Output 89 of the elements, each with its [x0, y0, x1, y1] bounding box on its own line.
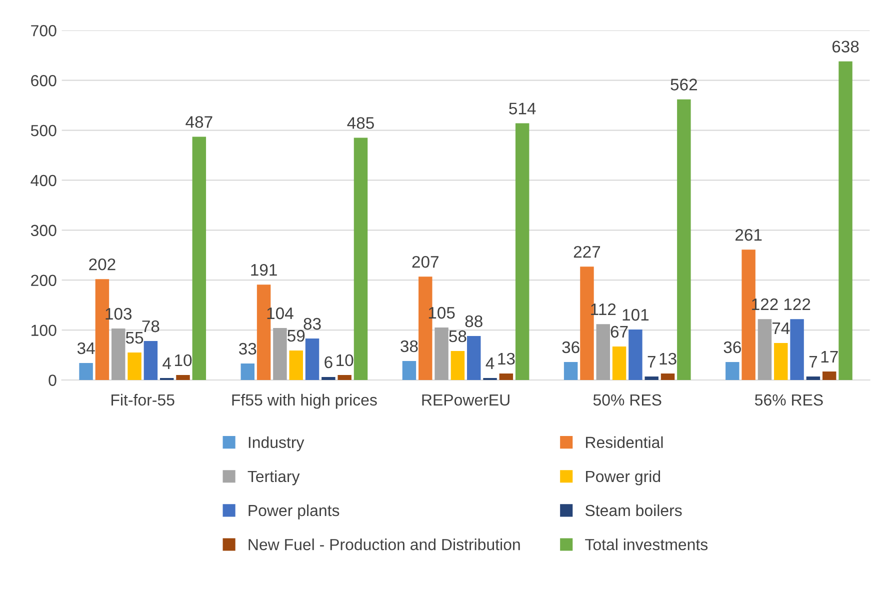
y-tick-label: 300	[30, 224, 56, 236]
data-label: 67	[610, 326, 628, 338]
y-tick-label: 400	[30, 174, 56, 186]
bar	[450, 351, 465, 380]
bar	[677, 99, 691, 380]
bar	[144, 341, 158, 380]
bar	[515, 123, 530, 380]
bar	[612, 346, 626, 380]
legend-label: Tertiary	[248, 470, 300, 486]
bar	[176, 375, 190, 380]
y-tick-label: 200	[31, 274, 56, 286]
data-label: 36	[562, 341, 580, 354]
data-label: 36	[724, 341, 741, 354]
bar	[240, 364, 255, 380]
bar	[402, 361, 416, 380]
data-label: 4	[162, 358, 171, 369]
bar	[838, 61, 852, 380]
bar	[322, 377, 336, 380]
y-tick-label: 700	[31, 25, 56, 36]
data-label: 7	[648, 356, 656, 368]
legend-label: Power grid	[586, 470, 660, 486]
data-label: 227	[574, 246, 600, 258]
data-label: 261	[736, 228, 762, 241]
x-tick-label: Fit-for-55	[112, 394, 174, 406]
data-label: 122	[784, 298, 810, 310]
data-label: 10	[175, 354, 192, 366]
bar	[499, 374, 514, 380]
bar	[790, 319, 804, 380]
x-tick-label: 56% RES	[754, 394, 823, 406]
data-label: 88	[465, 315, 482, 328]
data-label: 191	[251, 264, 277, 276]
data-label: 487	[186, 116, 212, 128]
data-label: 74	[772, 322, 790, 334]
data-label: 7	[809, 356, 817, 368]
bar	[192, 136, 206, 380]
bar	[660, 374, 675, 380]
bar	[564, 362, 578, 380]
bar	[305, 338, 320, 380]
data-label: 13	[498, 352, 515, 365]
y-tick-label: 500	[30, 124, 56, 136]
data-label: 101	[622, 308, 649, 321]
bar	[822, 372, 836, 380]
bar	[79, 363, 93, 380]
data-label: 638	[832, 40, 859, 53]
bar	[726, 362, 740, 380]
bar	[628, 330, 642, 380]
bar	[774, 343, 788, 380]
y-tick-label: 600	[31, 74, 56, 86]
x-tick-label: Ff55 with high prices	[232, 394, 377, 409]
data-label: 83	[304, 318, 321, 330]
bar	[644, 376, 658, 380]
y-tick-label: 100	[32, 324, 56, 336]
bar	[806, 376, 820, 380]
data-label: 485	[347, 117, 374, 129]
bar	[596, 324, 610, 380]
data-label: 55	[126, 332, 144, 344]
bar	[128, 352, 142, 380]
legend-label: Residential	[586, 436, 663, 448]
y-tick-label: 0	[48, 374, 56, 386]
bar	[289, 350, 303, 380]
bar	[354, 138, 368, 380]
bar	[434, 328, 448, 380]
x-tick-label: REPowerEU	[422, 394, 510, 406]
data-label: 38	[400, 340, 418, 352]
data-label: 58	[449, 330, 466, 342]
bar	[338, 375, 352, 380]
data-label: 34	[77, 342, 95, 354]
legend-label: Total investments	[585, 538, 708, 550]
data-label: 78	[142, 320, 160, 332]
data-label: 59	[288, 330, 305, 342]
legend-label: New Fuel - Production and Distribution	[248, 538, 520, 550]
x-tick-label: 50% RES	[593, 394, 662, 406]
data-label: 207	[412, 256, 438, 268]
legend-label: Industry	[248, 436, 304, 452]
data-label: 13	[660, 352, 676, 365]
data-label: 562	[670, 78, 697, 90]
bar	[466, 336, 481, 380]
data-label: 202	[89, 258, 116, 270]
legend-label: Steam boilers	[585, 504, 682, 516]
data-label: 33	[239, 342, 256, 355]
bar	[112, 328, 126, 380]
data-label: 10	[336, 354, 354, 366]
legend-label: Power plants	[248, 504, 340, 520]
bar	[273, 328, 287, 380]
data-label: 4	[486, 358, 494, 369]
data-label: 514	[509, 102, 536, 114]
data-label: 17	[821, 351, 838, 362]
data-label: 6	[324, 356, 332, 368]
bar	[758, 319, 772, 380]
